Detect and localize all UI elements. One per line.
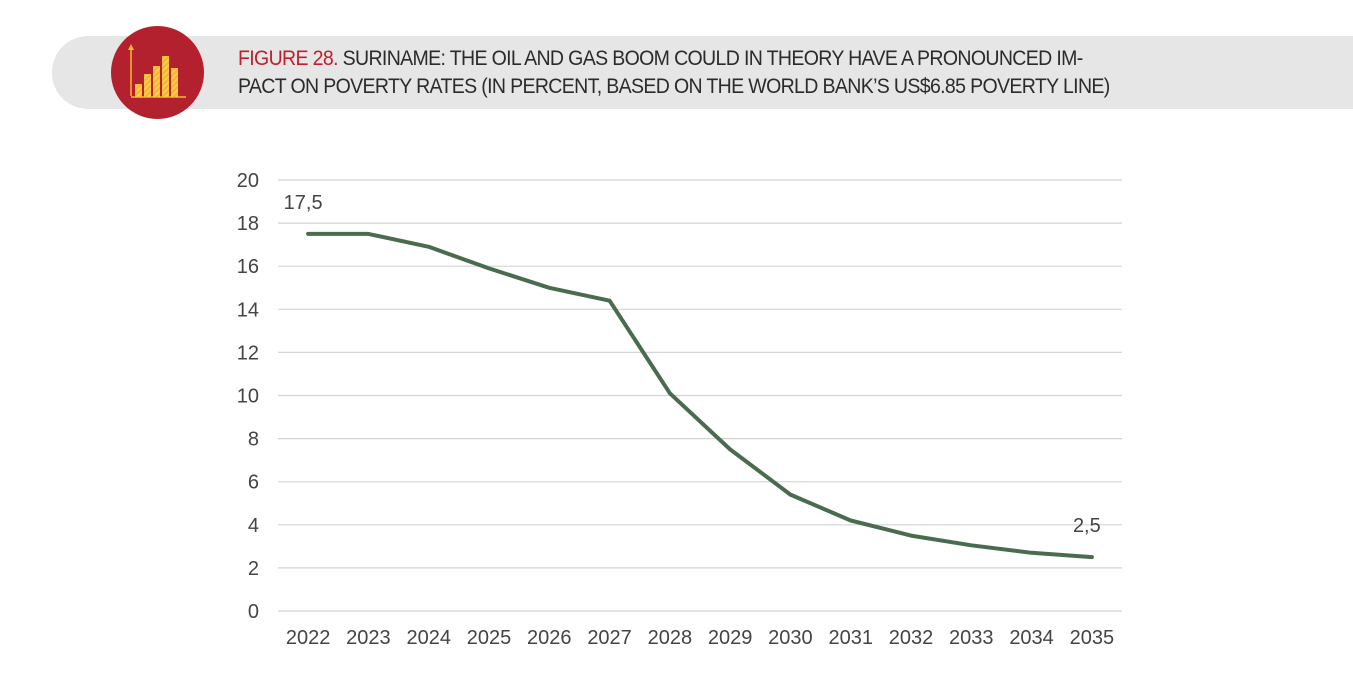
x-tick-label: 2026 xyxy=(527,627,572,649)
bar-chart-icon xyxy=(128,44,186,98)
x-tick-label: 2032 xyxy=(889,627,934,649)
x-tick-label: 2025 xyxy=(467,627,512,649)
x-tick-label: 2034 xyxy=(1009,627,1054,649)
data-labels: 17,5 2,5 xyxy=(284,192,1101,537)
figure-title-line2: PACT ON POVERTY RATES (IN PERCENT, BASED… xyxy=(238,75,1110,98)
grid-lines xyxy=(278,179,1122,612)
y-axis-labels: 0 2 4 6 8 10 12 14 16 18 20 xyxy=(237,170,259,623)
x-axis-labels: 2022 2023 2024 2025 2026 2027 2028 2029 2030 2031… xyxy=(286,627,1114,649)
x-tick-label: 2030 xyxy=(768,627,813,649)
y-tick-label: 10 xyxy=(237,386,259,408)
x-tick-label: 2027 xyxy=(587,627,632,649)
figure-badge xyxy=(111,26,204,119)
y-tick-label: 14 xyxy=(237,299,259,321)
y-tick-label: 2 xyxy=(248,558,259,580)
y-tick-label: 18 xyxy=(237,213,259,235)
figure-title: FIGURE 28. SURINAME: THE OIL AND GAS BOO… xyxy=(238,45,1168,101)
x-tick-label: 2024 xyxy=(406,627,451,649)
x-tick-label: 2031 xyxy=(828,627,873,649)
x-tick-label: 2033 xyxy=(949,627,994,649)
figure-title-line1: SURINAME: THE OIL AND GAS BOOM COULD IN … xyxy=(342,47,1084,70)
y-tick-label: 20 xyxy=(237,170,259,192)
x-tick-label: 2022 xyxy=(286,627,331,649)
x-tick-label: 2028 xyxy=(648,627,693,649)
y-tick-label: 16 xyxy=(237,256,259,278)
y-tick-label: 0 xyxy=(248,601,259,623)
series-group xyxy=(306,231,1094,560)
figure-label: FIGURE 28. xyxy=(238,47,339,70)
y-tick-label: 4 xyxy=(248,515,259,537)
data-label: 17,5 xyxy=(284,192,323,214)
poverty-rate-line xyxy=(306,231,1094,560)
data-label: 2,5 xyxy=(1073,515,1101,537)
y-tick-label: 12 xyxy=(237,342,259,364)
title-banner xyxy=(52,36,1353,109)
y-tick-label: 6 xyxy=(248,472,259,494)
x-tick-label: 2023 xyxy=(346,627,391,649)
x-tick-label: 2029 xyxy=(708,627,753,649)
x-tick-label: 2035 xyxy=(1070,627,1115,649)
y-tick-label: 8 xyxy=(248,429,259,451)
